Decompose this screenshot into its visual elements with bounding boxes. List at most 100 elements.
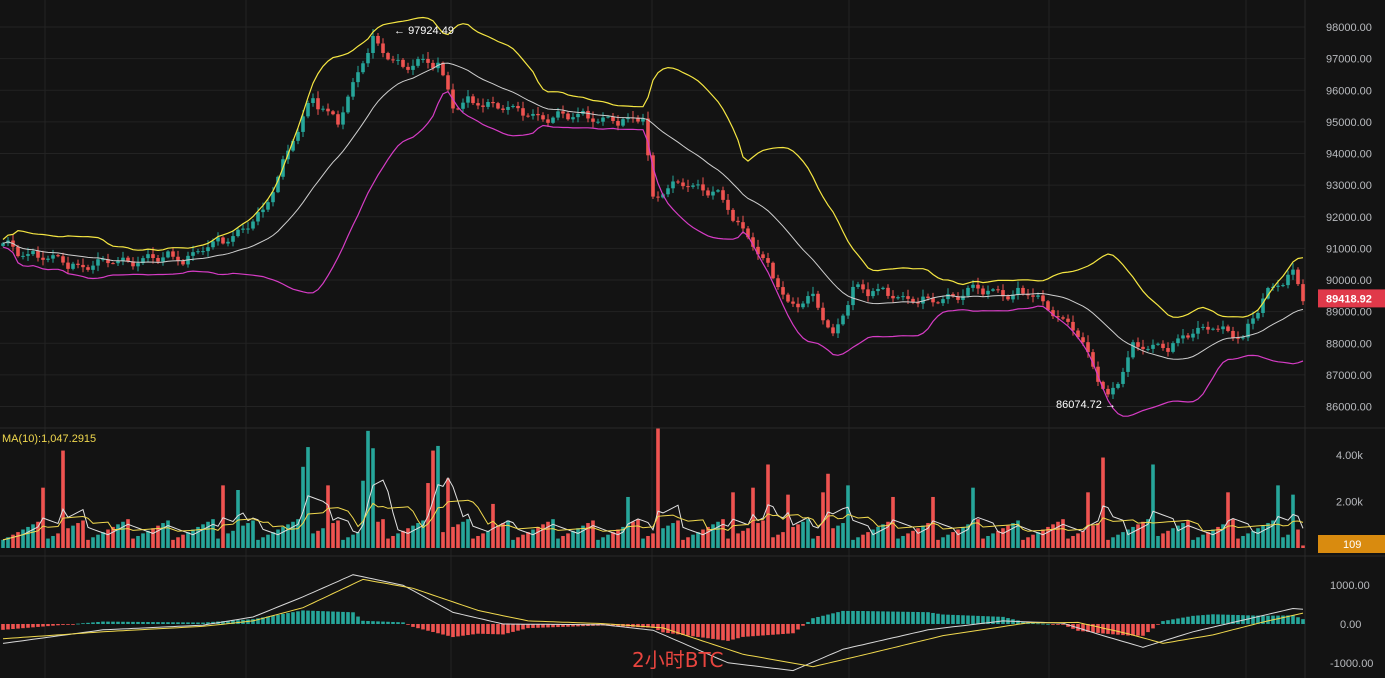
candle-body: [1206, 326, 1210, 330]
candle-body: [251, 221, 255, 229]
macd-histogram-bar: [26, 624, 30, 628]
volume-bar: [841, 523, 845, 548]
volume-bar: [316, 530, 320, 548]
macd-histogram-bar: [681, 624, 685, 635]
volume-bar: [601, 537, 605, 548]
macd-histogram-bar: [746, 624, 750, 637]
macd-histogram-bar: [191, 622, 195, 624]
macd-histogram-bar: [1136, 624, 1140, 636]
volume-bar: [1146, 519, 1150, 548]
candle-body: [126, 257, 130, 262]
macd-histogram-bar: [936, 613, 940, 624]
candle-body: [871, 291, 875, 297]
volume-tick-label: 4.00k: [1336, 450, 1363, 462]
volume-bar: [1011, 523, 1015, 548]
macd-histogram-bar: [391, 621, 395, 624]
macd-histogram-bar: [1221, 614, 1225, 624]
macd-histogram-bar: [381, 621, 385, 624]
volume-bar: [786, 494, 790, 548]
macd-histogram-bar: [36, 624, 40, 627]
volume-bar: [271, 532, 275, 548]
volume-bar: [966, 524, 970, 548]
candle-body: [886, 287, 890, 296]
candle-body: [786, 294, 790, 302]
volume-bar: [1206, 532, 1210, 548]
macd-histogram-bar: [1051, 624, 1055, 625]
macd-tick-label: -1000.00: [1330, 658, 1373, 670]
macd-histogram-bar: [1281, 615, 1285, 624]
candle-body: [1276, 285, 1280, 287]
volume-bar: [286, 524, 290, 548]
candle-body: [76, 263, 80, 265]
volume-bar: [341, 539, 345, 548]
macd-histogram-bar: [1111, 624, 1115, 635]
volume-bar: [321, 528, 325, 548]
candle-body: [1291, 269, 1295, 275]
candle-body: [66, 262, 70, 269]
candle-body: [996, 289, 1000, 291]
volume-bar: [76, 523, 80, 548]
macd-dif-line: [2, 574, 1304, 672]
volume-bar: [36, 521, 40, 548]
price-tick-label: 87000.00: [1326, 370, 1372, 382]
volume-bar: [1031, 534, 1035, 548]
macd-histogram-bar: [151, 622, 155, 624]
macd-histogram-bar: [136, 621, 140, 624]
macd-histogram-bar: [711, 624, 715, 639]
macd-histogram-bar: [896, 611, 900, 624]
volume-bar: [1071, 535, 1075, 548]
macd-histogram-bar: [106, 621, 110, 624]
volume-bar: [86, 539, 90, 548]
candle-body: [561, 111, 565, 114]
macd-histogram-bar: [811, 618, 815, 624]
candle-body: [426, 58, 430, 63]
macd-histogram-bar: [501, 624, 505, 635]
macd-histogram-bar: [971, 615, 975, 624]
volume-bar: [621, 526, 625, 548]
macd-histogram-bar: [1216, 614, 1220, 624]
volume-bar: [1256, 528, 1260, 548]
volume-bar: [1126, 529, 1130, 548]
volume-bar: [331, 523, 335, 548]
macd-histogram-bar: [116, 621, 120, 624]
macd-histogram-bar: [171, 622, 175, 624]
volume-bar: [1046, 526, 1050, 548]
volume-bar: [91, 537, 95, 548]
macd-histogram-bar: [46, 624, 50, 627]
candle-body: [751, 237, 755, 247]
volume-bar: [836, 525, 840, 548]
macd-histogram-bar: [781, 624, 785, 635]
macd-histogram-bar: [871, 611, 875, 624]
candle-body: [1196, 327, 1200, 334]
macd-histogram-bar: [1, 624, 5, 630]
candle-body: [1096, 366, 1100, 382]
candle-body: [1181, 335, 1185, 339]
candle-body: [411, 65, 415, 70]
candle-body: [201, 251, 205, 253]
macd-histogram-bar: [761, 624, 765, 636]
candle-body: [1241, 337, 1245, 339]
candle-body: [406, 66, 410, 70]
candle-body: [491, 101, 495, 104]
volume-bar: [496, 525, 500, 548]
candle-body: [316, 98, 320, 110]
volume-bar: [111, 526, 115, 548]
candle-body: [1281, 285, 1285, 287]
candle-body: [61, 256, 65, 263]
candle-body: [1011, 294, 1015, 300]
candle-body: [881, 287, 885, 289]
volume-bar: [996, 530, 1000, 548]
volume-bar: [976, 519, 980, 548]
candle-body: [641, 118, 645, 122]
volume-bar: [1106, 539, 1110, 548]
candle-body: [81, 264, 85, 268]
macd-histogram-bar: [361, 620, 365, 624]
macd-histogram-bar: [1291, 615, 1295, 624]
candle-body: [596, 121, 600, 123]
candle-body: [241, 228, 245, 230]
volume-bar: [556, 538, 560, 548]
candle-body: [1021, 287, 1025, 294]
bollinger-lower-line: [2, 90, 1304, 417]
volume-bar: [1281, 537, 1285, 548]
